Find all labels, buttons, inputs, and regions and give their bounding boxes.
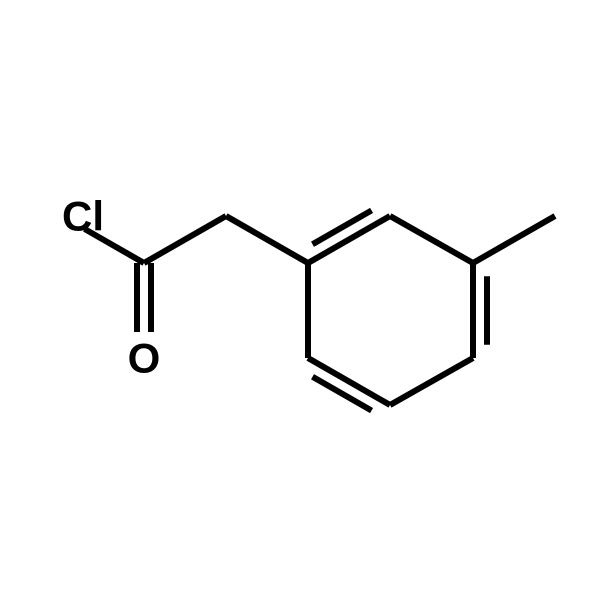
atom-label-cl: Cl <box>62 193 104 240</box>
atom-label-o: O <box>128 335 161 382</box>
molecule-diagram: Cl O <box>0 0 600 600</box>
